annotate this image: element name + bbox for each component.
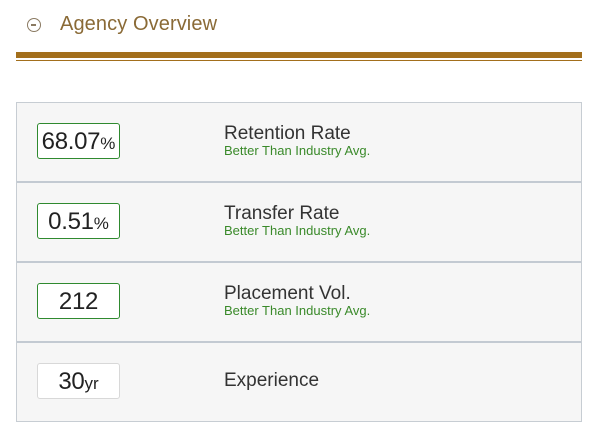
section-title: Agency Overview [60,13,218,35]
metrics-panel: 68.07% Retention Rate Better Than Indust… [16,102,582,422]
metric-unit: % [100,134,116,153]
metric-value: 68.07 [41,128,101,155]
metric-row-transfer-rate: 0.51% Transfer Rate Better Than Industry… [17,183,581,263]
metric-value: 0.51 [48,208,94,235]
metric-comparison: Better Than Industry Avg. [224,303,371,318]
metric-label: Retention Rate [224,123,351,144]
metric-unit: yr [84,374,99,393]
header-divider [16,52,582,58]
metric-value: 30 [58,368,85,395]
header-divider-thin [16,60,582,61]
metric-unit: % [93,214,109,233]
metric-value-box: 68.07% [37,123,120,159]
agency-overview-header[interactable]: Agency Overview [16,0,582,52]
metric-value: 212 [58,288,99,315]
minus-circle-icon[interactable] [27,18,41,32]
metric-comparison: Better Than Industry Avg. [224,143,371,158]
metric-row-experience: 30yr Experience [17,343,581,421]
metric-label: Transfer Rate [224,203,340,224]
metric-label: Placement Vol. [224,283,351,304]
metric-label: Experience [224,370,320,391]
metric-row-retention-rate: 68.07% Retention Rate Better Than Indust… [17,103,581,183]
metric-value-box: 0.51% [37,203,120,239]
metric-value-box: 30yr [37,363,120,399]
metric-comparison: Better Than Industry Avg. [224,223,371,238]
metric-row-placement-volume: 212 Placement Vol. Better Than Industry … [17,263,581,343]
metric-value-box: 212 [37,283,120,319]
